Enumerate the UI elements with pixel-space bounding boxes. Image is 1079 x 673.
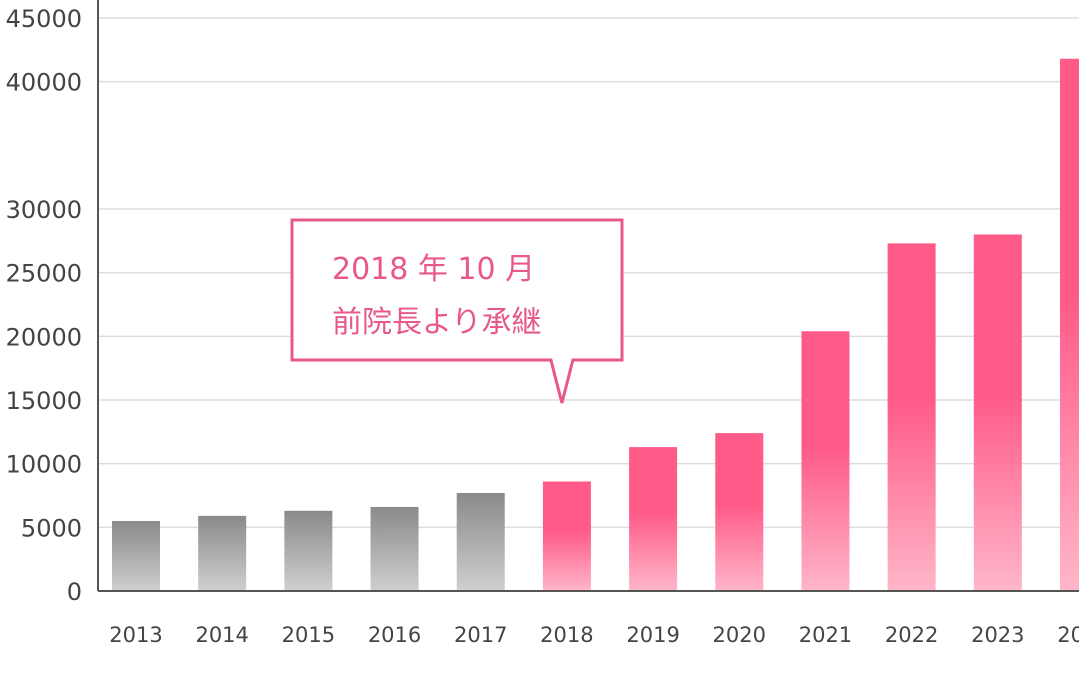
x-tick-label: 2014 — [195, 623, 248, 647]
bar-2020 — [715, 433, 764, 591]
bar-2013 — [112, 520, 160, 591]
y-tick-label: 25000 — [6, 260, 82, 288]
bar-2019 — [629, 447, 678, 591]
y-tick-label: 15000 — [6, 387, 82, 415]
x-tick-label: 2021 — [799, 623, 852, 647]
y-tick-label: 40000 — [6, 69, 82, 97]
y-tick-label: 10000 — [6, 451, 82, 479]
x-tick-label: 2016 — [368, 623, 421, 647]
y-tick-label: 20000 — [6, 323, 82, 351]
y-tick-labels: 0 5000 10000 15000 20000 25000 30000 40000 45000 — [6, 5, 82, 606]
bar-2023 — [973, 234, 1022, 591]
callout: 2018 年 10 月 前院長より承継 — [290, 218, 624, 404]
bar-2016 — [370, 506, 419, 591]
y-tick-label: 0 — [67, 578, 82, 606]
bars — [112, 58, 1079, 592]
y-tick-label: 45000 — [6, 5, 82, 33]
x-tick-label: 2023 — [971, 623, 1024, 647]
bar-2021 — [801, 331, 850, 591]
callout-line-1: 2018 年 10 月 — [332, 252, 535, 287]
x-tick-label: 2022 — [885, 623, 938, 647]
x-tick-label: 2020 — [713, 623, 766, 647]
x-tick-label: 2018 — [540, 623, 593, 647]
bar-2022 — [887, 243, 936, 591]
bar-2017 — [456, 492, 505, 591]
callout-bubble — [290, 218, 624, 404]
bar-2024 — [1060, 58, 1079, 592]
axes — [97, 0, 1079, 592]
x-tick-label: 2019 — [626, 623, 679, 647]
x-tick-label: 2013 — [109, 623, 162, 647]
bar-2015 — [284, 510, 333, 591]
callout-line-2: 前院長より承継 — [332, 305, 541, 340]
bar-2014 — [198, 515, 247, 591]
x-tick-label: 2024 — [1057, 623, 1079, 647]
y-tick-label: 30000 — [6, 196, 82, 224]
x-tick-label: 2017 — [454, 623, 507, 647]
y-tick-label: 5000 — [21, 514, 82, 542]
x-tick-labels: 2013 2014 2015 2016 2017 2018 2019 2020 2021 2022… — [109, 623, 1079, 647]
x-tick-label: 2015 — [282, 623, 335, 647]
bar-2018 — [542, 481, 591, 591]
